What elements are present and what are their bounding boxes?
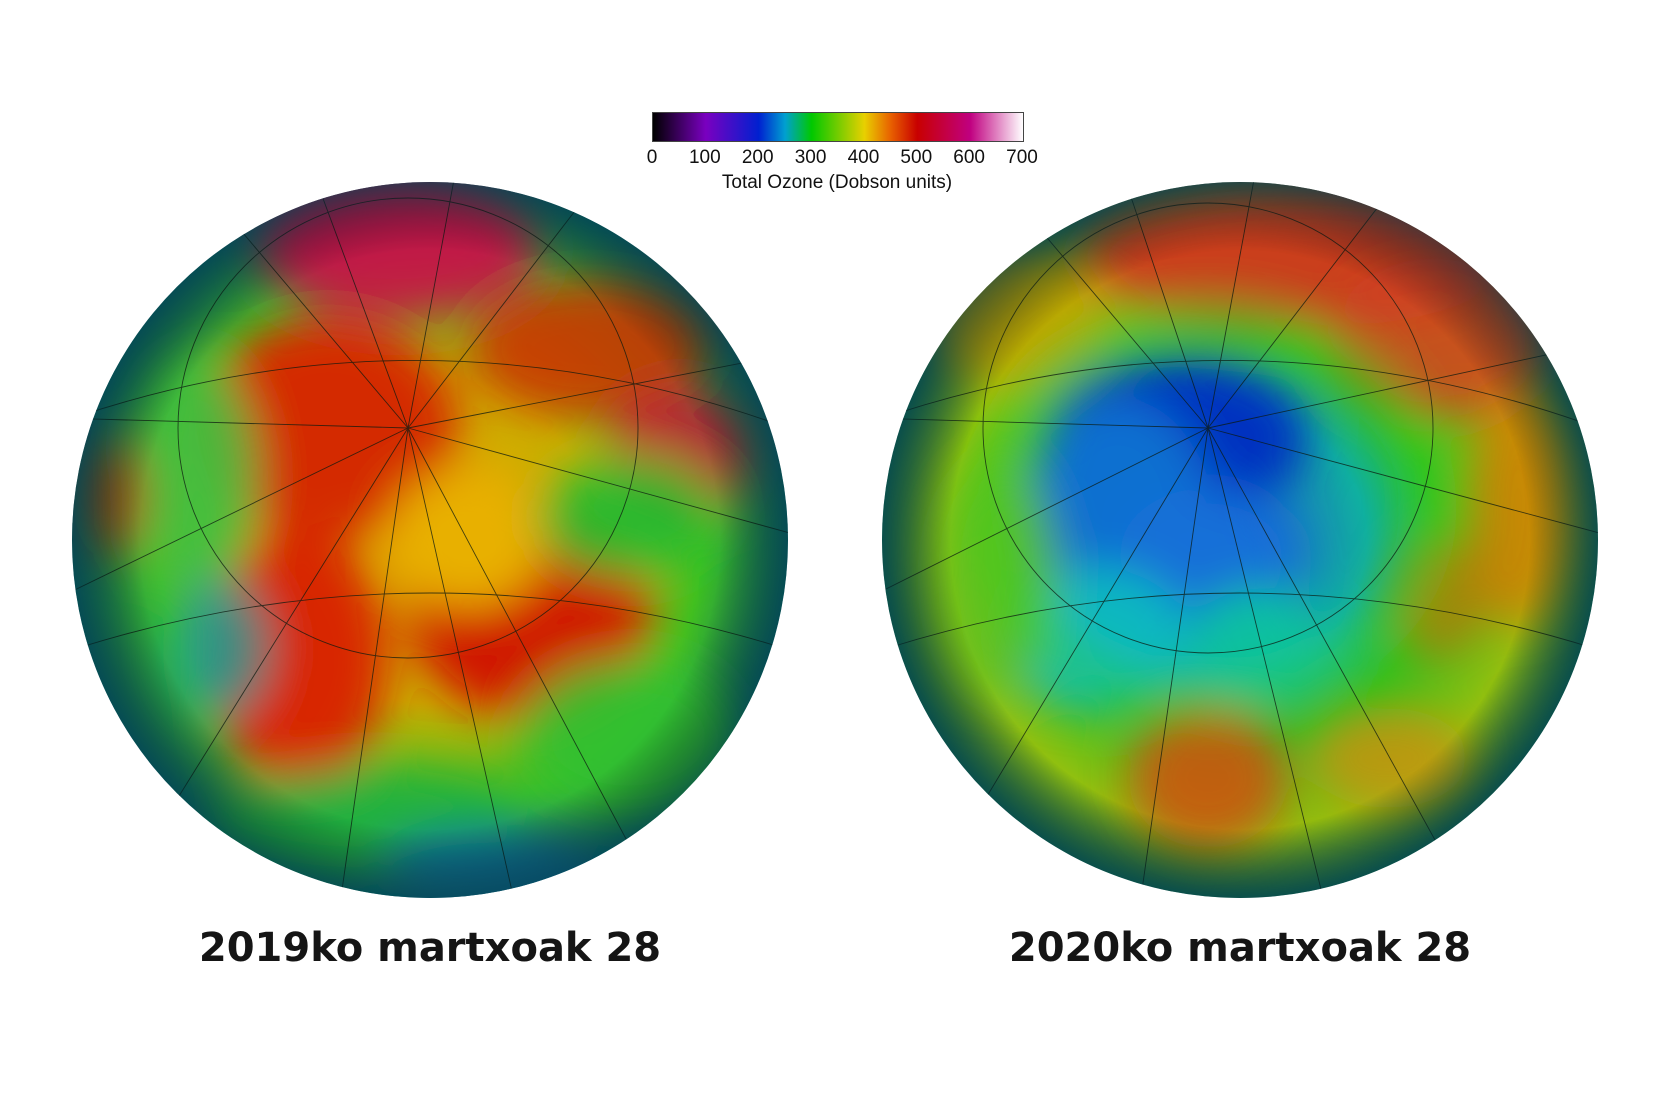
ozone-map-2020: [878, 178, 1602, 902]
colorbar-legend: 0 100 200 300 400 500 600 700 Total Ozon…: [640, 110, 1038, 200]
colorbar-title: Total Ozone (Dobson units): [721, 172, 953, 193]
colorbar-ticks: 0 100 200 300 400 500 600 700: [640, 148, 1040, 170]
colorbar-tick: 100: [688, 147, 721, 168]
ozone-globe-2020: [882, 182, 1598, 898]
colorbar-tick: 0: [646, 147, 658, 168]
colorbar-tick: 600: [953, 147, 985, 168]
colorbar-tick: 200: [741, 147, 774, 168]
colorbar-tick: 500: [900, 147, 933, 168]
colorbar-tick: 400: [847, 147, 880, 168]
map-caption-2020: 2020ko martxoak 28: [1008, 925, 1472, 971]
ozone-globe-2019: [72, 182, 788, 898]
map-caption-2019: 2019ko martxoak 28: [198, 925, 662, 971]
ozone-map-2019: [68, 178, 792, 902]
colorbar-tick: 300: [794, 147, 827, 168]
colorbar-gradient: [652, 112, 1024, 142]
colorbar-tick: 700: [1006, 147, 1038, 168]
